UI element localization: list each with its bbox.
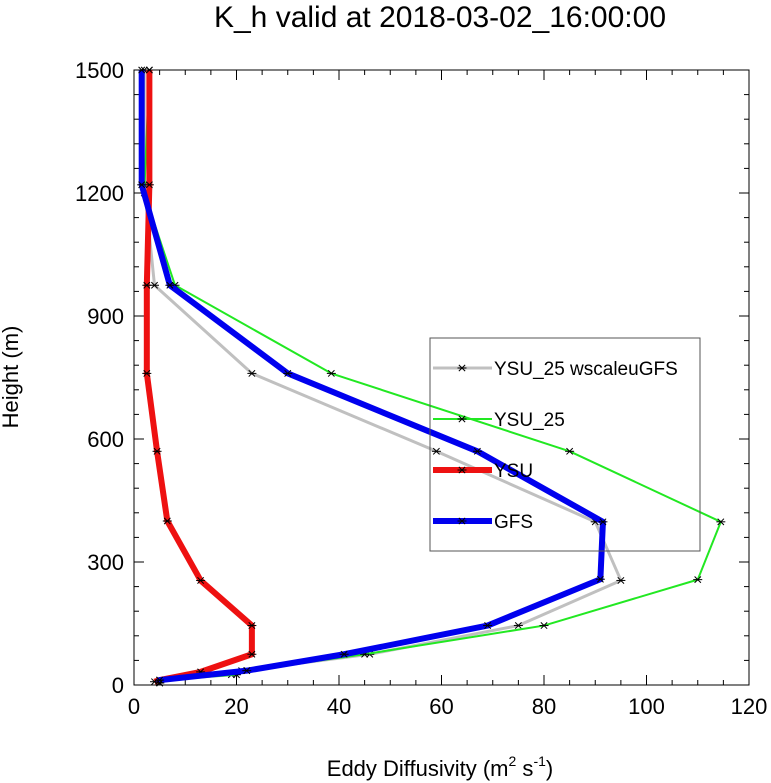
legend-items: YSU_25 wscaleuGFS YSU_25 YSU GFS [433,359,678,533]
chart-title: K_h valid at 2018-03-02_16:00:00 [214,1,666,34]
data-point-marker [431,447,441,455]
y-tick-label: 300 [87,550,124,575]
x-tick-label: 80 [532,694,556,719]
data-point-marker [142,369,152,377]
legend: YSU_25 wscaleuGFS YSU_25 YSU GFS [429,337,701,552]
data-point-marker [247,369,257,377]
y-tick-label: 600 [87,427,124,452]
series-line [143,70,255,685]
y-axis-title: Height (m) [0,326,23,429]
x-tick-label: 20 [224,694,248,719]
data-point-marker [242,667,252,675]
data-point-marker [165,281,175,289]
data-point-marker [162,517,172,525]
data-point-marker [483,622,493,630]
data-point-marker [247,650,257,658]
data-point-marker [595,575,605,583]
x-tick-label: 40 [327,694,351,719]
y-tick-label: 1500 [75,58,124,83]
data-point-marker [472,447,482,455]
data-point-marker [144,181,154,189]
y-tick-label: 1200 [75,181,124,206]
x-tick-label: 120 [731,694,768,719]
legend-marker [457,466,467,474]
data-point-marker [283,369,293,377]
y-tick-label: 0 [112,673,124,698]
legend-label: GFS [494,512,533,533]
legend-label: YSU [494,461,533,482]
data-point-marker [693,576,703,584]
x-tick-label: 0 [128,694,140,719]
data-point-marker [598,518,608,526]
legend-item: GFS [433,512,533,533]
legend-marker [457,517,467,525]
x-tick-label: 60 [429,694,453,719]
data-point-marker [247,622,257,630]
x-axis-title: Eddy Diffusivity (m2 s-1) [327,753,553,781]
data-point-marker [513,622,523,630]
data-point-marker [716,518,726,526]
y-tick-label: 900 [87,304,124,329]
legend-label: YSU_25 [494,410,565,431]
data-point-marker [155,676,165,684]
series-ysu [142,66,257,686]
legend-item: YSU [433,461,533,482]
data-point-marker [142,281,152,289]
legend-item: YSU_25 wscaleuGFS [433,359,678,380]
x-tick-label: 100 [628,694,665,719]
data-point-marker [616,576,626,584]
data-point-marker [137,66,147,74]
data-point-marker [565,447,575,455]
legend-marker [457,364,467,372]
data-point-marker [152,447,162,455]
data-point-marker [339,650,349,658]
legend-label: YSU_25 wscaleuGFS [494,359,678,380]
data-point-marker [150,281,159,289]
data-point-marker [196,576,206,584]
data-point-marker [326,369,336,377]
legend-marker [457,415,467,423]
legend-box [429,337,701,552]
data-point-marker [137,181,147,189]
legend-item: YSU_25 [433,410,565,431]
data-point-marker [539,622,549,630]
data-point-marker [144,66,154,74]
